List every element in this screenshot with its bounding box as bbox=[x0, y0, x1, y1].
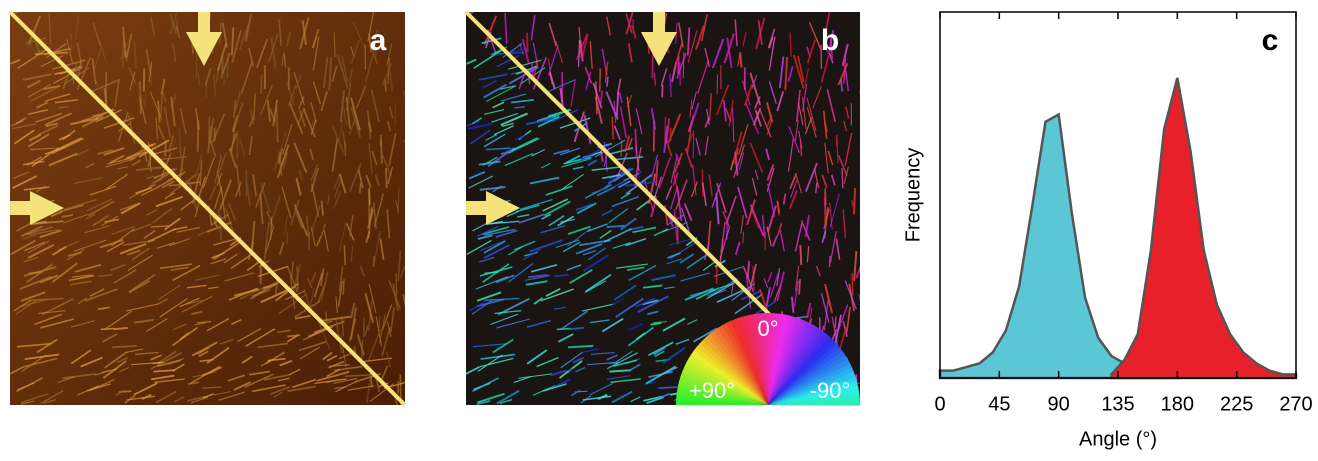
fiber bbox=[396, 273, 397, 295]
fiber bbox=[658, 387, 677, 388]
wheel-label: 0° bbox=[757, 316, 778, 341]
fiber bbox=[842, 168, 843, 188]
wheel-label: +90° bbox=[689, 378, 735, 403]
fiber bbox=[343, 279, 344, 294]
x-tick-label: 270 bbox=[1279, 393, 1312, 415]
fiber bbox=[101, 328, 115, 329]
x-tick-label: 225 bbox=[1220, 393, 1253, 415]
fiber bbox=[801, 142, 802, 156]
x-tick-label: 0 bbox=[934, 393, 945, 415]
x-tick-label: 90 bbox=[1048, 393, 1070, 415]
panel-label: c bbox=[1262, 24, 1279, 57]
area bbox=[1111, 78, 1296, 378]
fiber bbox=[683, 52, 684, 78]
fiber bbox=[381, 140, 382, 164]
x-tick-label: 180 bbox=[1161, 393, 1194, 415]
fiber bbox=[196, 49, 197, 78]
x-tick-label: 45 bbox=[988, 393, 1010, 415]
fiber bbox=[369, 188, 370, 205]
fiber bbox=[570, 328, 584, 329]
chart: 0 45 90 135 180 225 270 bbox=[934, 12, 1312, 415]
fiber bbox=[227, 52, 228, 78]
panel-label: b bbox=[821, 24, 839, 57]
fiber bbox=[852, 273, 853, 295]
fiber bbox=[386, 168, 387, 188]
fiber bbox=[360, 183, 361, 193]
wheel-label: -90° bbox=[810, 378, 851, 403]
y-axis-label: Frequency bbox=[902, 148, 924, 243]
x-axis-label: Angle (°) bbox=[1079, 428, 1157, 450]
fiber bbox=[800, 245, 801, 265]
fiber bbox=[379, 316, 380, 328]
fiber bbox=[237, 131, 238, 159]
fiber bbox=[693, 131, 694, 159]
fiber bbox=[607, 77, 608, 87]
fiber bbox=[514, 107, 524, 108]
plot-frame bbox=[940, 12, 1296, 378]
x-tick-label: 135 bbox=[1101, 393, 1134, 415]
fiber bbox=[114, 328, 128, 329]
fiber bbox=[743, 232, 744, 244]
fiber bbox=[860, 91, 867, 112]
fiber bbox=[835, 316, 836, 328]
panel-label: a bbox=[370, 24, 387, 57]
fiber bbox=[861, 140, 866, 158]
fiber bbox=[287, 232, 288, 244]
fiber bbox=[344, 245, 345, 265]
fiber bbox=[607, 226, 625, 227]
fiber bbox=[405, 140, 410, 158]
fiber bbox=[825, 188, 826, 205]
fiber bbox=[799, 279, 800, 294]
fiber bbox=[557, 328, 571, 329]
